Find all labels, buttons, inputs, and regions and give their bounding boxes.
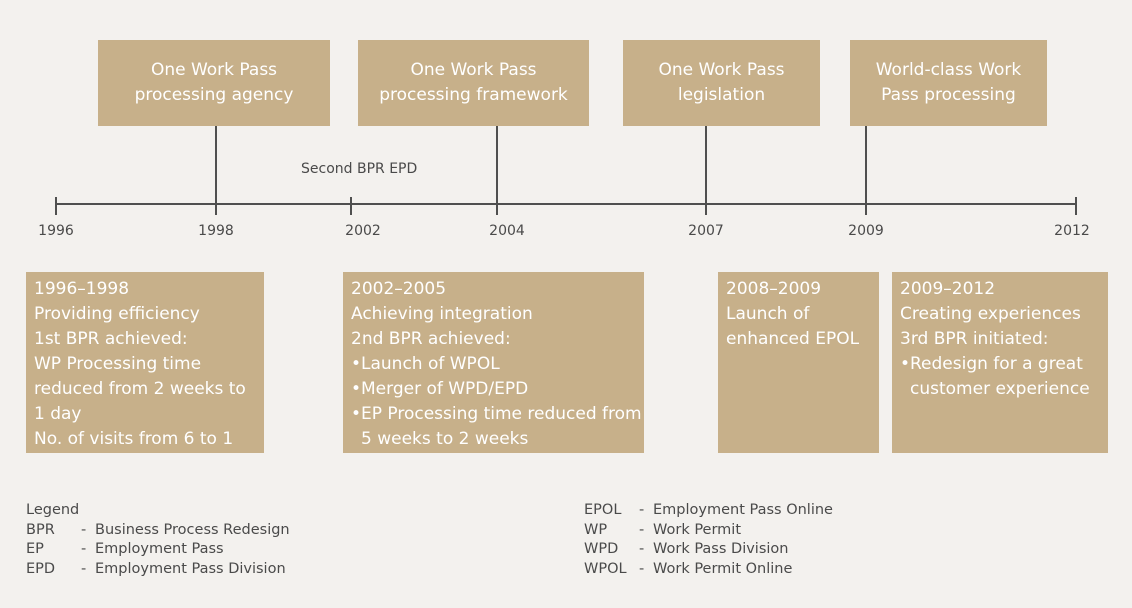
phase-line: Achieving integration: [351, 304, 533, 324]
phase-line: Creating experiences: [900, 304, 1081, 324]
phase-line: 2nd BPR achieved:: [351, 329, 511, 349]
legend-dash: -: [639, 560, 645, 577]
year-label: 2007: [688, 223, 724, 239]
legend-row: EP - Employment Pass: [26, 540, 290, 560]
phase-bullet: •Merger of WPD/EPD: [351, 377, 636, 402]
legend-dash: -: [81, 541, 87, 557]
legend-row: EPOL - Employment Pass Online: [584, 501, 833, 521]
legend-dash: -: [81, 560, 87, 577]
phase-line: 1 day: [34, 404, 82, 424]
legend-meaning: Employment Pass Division: [95, 560, 286, 577]
connector-line: [215, 126, 217, 215]
phase-line: Launch of: [726, 304, 810, 324]
milestone-label: One Work Pass processing agency: [134, 60, 294, 105]
legend-title: Legend: [26, 502, 80, 518]
legend-row: WPOL - Work Permit Online: [584, 560, 833, 580]
milestone-box-processing-agency: One Work Pass processing agency: [98, 40, 330, 126]
timeline-axis: [55, 203, 1077, 205]
legend-dash: -: [639, 521, 645, 538]
bullet-icon: •: [351, 354, 362, 374]
phase-period: 2009–2012: [900, 279, 996, 299]
legend-meaning: Business Process Redesign: [95, 521, 290, 538]
phase-bullet: •Launch of WPOL: [351, 352, 636, 377]
year-label: 2012: [1054, 223, 1090, 239]
axis-tick: [350, 197, 352, 215]
year-label: 1996: [38, 223, 74, 239]
connector-line: [865, 126, 867, 215]
phase-period: 2002–2005: [351, 279, 447, 299]
legend-meaning: Employment Pass Online: [653, 502, 833, 518]
milestone-label: One Work Pass processing framework: [379, 60, 568, 105]
phase-line: 1st BPR achieved:: [34, 329, 188, 349]
phase-period: 2008–2009: [726, 279, 822, 299]
phase-box-2008-2009: 2008–2009 Launch of enhanced EPOL: [718, 272, 879, 453]
connector-line: [496, 126, 498, 215]
phase-box-2002-2005: 2002–2005 Achieving integration 2nd BPR …: [343, 272, 644, 453]
legend-meaning: Work Permit Online: [653, 560, 793, 577]
legend-meaning: Work Permit: [653, 521, 742, 538]
legend-dash: -: [81, 521, 87, 538]
legend-meaning: Work Pass Division: [653, 541, 789, 557]
axis-tick: [1075, 197, 1077, 215]
axis-tick: [55, 197, 57, 215]
phase-line: enhanced EPOL: [726, 329, 860, 349]
timeline-annotation: Second BPR EPD: [301, 161, 418, 177]
phase-line: reduced from 2 weeks to: [34, 379, 246, 399]
milestone-box-world-class: World-class Work Pass processing: [850, 40, 1047, 126]
legend-abbr: EPD: [26, 560, 56, 577]
legend-abbr: WPD: [584, 541, 619, 557]
legend-row: EPD - Employment Pass Division: [26, 560, 290, 580]
year-label: 1998: [198, 223, 234, 239]
phase-bullet-continuation: customer experience: [910, 379, 1090, 399]
legend-row: WP - Work Permit: [584, 521, 833, 541]
legend-dash: -: [639, 502, 645, 518]
phase-line: 3rd BPR initiated:: [900, 329, 1049, 349]
bullet-icon: •: [900, 354, 911, 374]
year-label: 2009: [848, 223, 884, 239]
connector-line: [705, 126, 707, 215]
milestone-label: World-class Work Pass processing: [875, 60, 1022, 105]
phase-line: No. of visits from 6 to 1: [34, 429, 234, 449]
legend-right: EPOL - Employment Pass Online WP - Work …: [584, 501, 833, 579]
phase-bullet: •Redesign for a great: [900, 352, 1100, 377]
bullet-icon: •: [351, 404, 362, 424]
legend-abbr: EPOL: [584, 502, 622, 518]
legend-abbr: BPR: [26, 521, 55, 538]
phase-bullet-continuation: 5 weeks to 2 weeks: [361, 429, 529, 449]
phase-bullet: •EP Processing time reduced from: [351, 402, 642, 427]
legend-dash: -: [639, 541, 645, 557]
legend-meaning: Employment Pass: [95, 541, 224, 557]
bullet-icon: •: [351, 379, 362, 399]
phase-box-2009-2012: 2009–2012 Creating experiences 3rd BPR i…: [892, 272, 1108, 453]
legend-abbr: WPOL: [584, 560, 627, 577]
milestone-label: One Work Pass legislation: [658, 60, 785, 105]
phase-line: WP Processing time: [34, 354, 202, 374]
milestone-box-legislation: One Work Pass legislation: [623, 40, 820, 126]
legend-abbr: EP: [26, 541, 44, 557]
year-label: 2004: [489, 223, 525, 239]
phase-box-1996-1998: 1996–1998 Providing efficiency 1st BPR a…: [26, 272, 264, 453]
milestone-box-processing-framework: One Work Pass processing framework: [358, 40, 589, 126]
legend-row: BPR - Business Process Redesign: [26, 521, 290, 541]
year-label: 2002: [345, 223, 381, 239]
phase-period: 1996–1998: [34, 279, 130, 299]
legend-left: Legend BPR - Business Process Redesign E…: [26, 501, 290, 579]
phase-line: Providing efficiency: [34, 304, 200, 324]
legend-row: WPD - Work Pass Division: [584, 540, 833, 560]
legend-abbr: WP: [584, 521, 608, 538]
